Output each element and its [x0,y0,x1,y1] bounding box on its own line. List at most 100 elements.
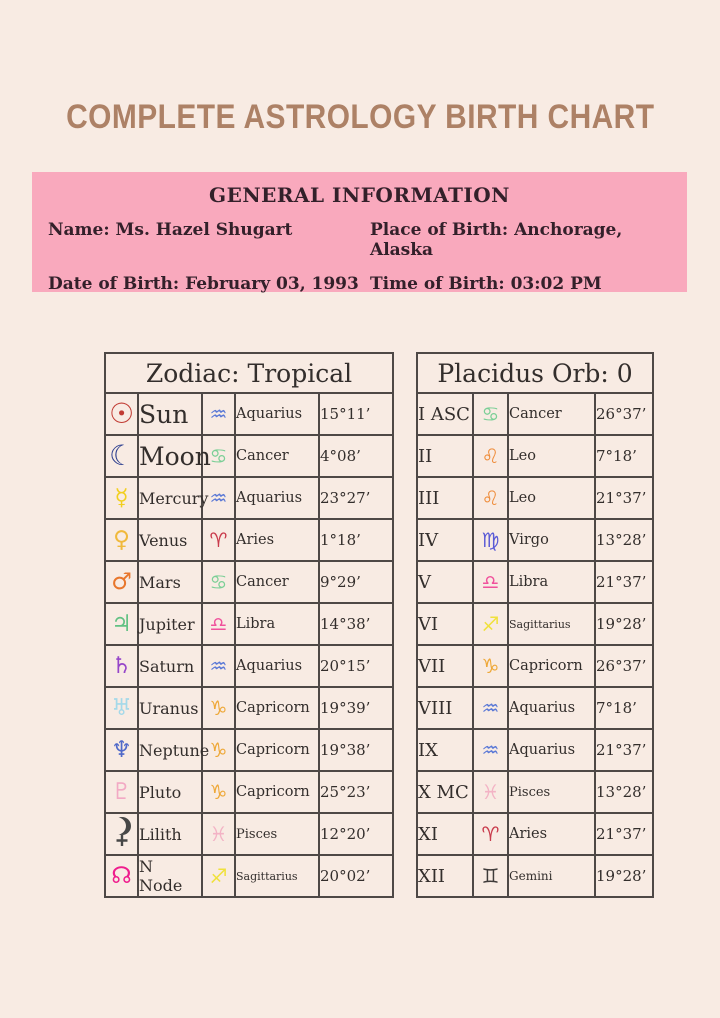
table-spacer [392,813,418,855]
saturn-cell: ♄ [104,644,139,688]
sun-icon: ☉ [108,397,135,430]
libra-icon: ♎ [481,569,500,594]
table-spacer [392,519,418,561]
pluto-cell: ♇ [104,770,139,814]
table-row: ☊ N Node ♐ Sagittarius 20°02’ XII ♊ Gemini 19°28… [104,854,655,898]
house-label: XII [416,854,474,898]
general-info-fields: Name: Ms. Hazel Shugart Place of Birth: … [32,207,687,294]
planet-name: Pluto [137,770,203,814]
house-label: IV [416,518,474,562]
house-degrees: 13°28’ [593,770,655,814]
aquarius-icon: ♒ [481,695,500,720]
table-row: ☿ Mercury ♒ Aquarius 23°27’ III ♌ Leo 21°37’ [104,476,655,520]
planet-degrees: 4°08’ [318,434,394,478]
page-title-text: COMPLETE ASTROLOGY BIRTH CHART [65,98,655,136]
place-of-birth-field: Place of Birth: Anchorage, Alaska [370,220,623,260]
table-row: ♂ Mars ♋ Cancer 9°29’ V ♎ Libra 21°37’ [104,560,655,604]
capricorn-icon: ♑ [209,779,228,804]
jupiter-cell: ♃ [104,602,139,646]
sagittarius-cell: ♐ [201,854,236,898]
venus-icon: ♀ [113,526,130,553]
table-row: Lilith ♓ Pisces 12°20’ XI ♈ Aries 21°37’ [104,812,655,856]
house-label: XI [416,812,474,856]
table-row: ♄ Saturn ♒ Aquarius 20°15’ VII ♑ Capricorn 26°37… [104,644,655,688]
cancer-icon: ♋ [481,401,500,426]
aquarius-cell: ♒ [472,686,509,730]
house-degrees: 7°18’ [593,686,655,730]
aries-icon: ♈ [209,527,228,552]
house-label: IX [416,728,474,772]
pluto-icon: ♇ [111,778,132,805]
virgo-cell: ♍ [472,518,509,562]
libra-cell: ♎ [201,602,236,646]
aquarius-cell: ♒ [201,392,236,436]
sign-name: Pisces [507,770,596,814]
table-spacer [392,435,418,477]
sign-name: Aquarius [234,644,320,688]
table-row: ♇ Pluto ♑ Capricorn 25°23’ X MC ♓ Pisces 13°28’ [104,770,655,814]
house-degrees: 19°28’ [593,854,655,898]
sign-name: Aries [507,812,596,856]
time-of-birth-field: Time of Birth: 03:02 PM [370,274,602,294]
sign-name: Aquarius [507,686,596,730]
aquarius-cell: ♒ [472,728,509,772]
table-row: ♅ Uranus ♑ Capricorn 19°39’ VIII ♒ Aquarius 7°18… [104,686,655,730]
planet-degrees: 1°18’ [318,518,394,562]
table-spacer [392,687,418,729]
house-degrees: 21°37’ [593,560,655,604]
sign-name: Aquarius [234,392,320,436]
planet-name: Sun [137,392,203,436]
house-label: X MC [416,770,474,814]
leo-cell: ♌ [472,476,509,520]
sagittarius-icon: ♐ [209,863,228,888]
lilith-icon [108,816,132,853]
general-info-panel: GENERAL INFORMATION Name: Ms. Hazel Shug… [32,172,687,294]
cancer-cell: ♋ [472,392,509,436]
table-spacer [392,393,418,435]
moon-icon: ☾ [108,439,135,472]
planet-degrees: 19°38’ [318,728,394,772]
table-spacer [392,561,418,603]
sign-name: Capricorn [234,770,320,814]
table-row: ♆ Neptune ♑ Capricorn 19°38’ IX ♒ Aquarius 21°37… [104,728,655,772]
house-degrees: 21°37’ [593,476,655,520]
house-degrees: 19°28’ [593,602,655,646]
saturn-icon: ♄ [111,652,132,679]
table-header-row: Zodiac: Tropical Placidus Orb: 0 [104,352,655,394]
capricorn-icon: ♑ [481,653,500,678]
sign-name: Sagittarius [507,602,596,646]
house-label: III [416,476,474,520]
house-label: I ASC [416,392,474,436]
table-spacer [392,855,418,897]
sign-name: Aquarius [507,728,596,772]
cancer-icon: ♋ [209,569,228,594]
aquarius-cell: ♒ [201,644,236,688]
name-field: Name: Ms. Hazel Shugart [48,220,293,240]
planet-name: Lilith [137,812,203,856]
mercury-cell: ☿ [104,476,139,520]
planet-name: Mercury [137,476,208,520]
planet-name: Neptune [137,728,209,772]
aquarius-icon: ♒ [481,737,500,762]
table-row: ☉ Sun ♒ Aquarius 15°11’ I ASC ♋ Cancer 26°37’ [104,392,655,436]
houses-table-title: Placidus Orb: 0 [415,352,655,394]
aquarius-icon: ♒ [209,401,228,426]
table-spacer [392,603,418,645]
leo-icon: ♌ [481,443,500,468]
cancer-cell: ♋ [201,560,236,604]
capricorn-icon: ♑ [209,695,228,720]
planet-name: Jupiter [137,602,203,646]
house-degrees: 21°37’ [593,812,655,856]
neptune-cell: ♆ [104,728,139,772]
cancer-icon: ♋ [209,443,228,468]
uranus-icon: ♅ [111,694,132,721]
mars-cell: ♂ [104,560,139,604]
planet-degrees: 14°38’ [318,602,394,646]
capricorn-icon: ♑ [209,737,228,762]
table-row: ☾ Moon ♋ Cancer 4°08’ II ♌ Leo 7°18’ [104,434,655,478]
house-degrees: 26°37’ [593,644,655,688]
lilith-cell [104,812,139,856]
date-of-birth-field: Date of Birth: February 03, 1993 [48,274,359,294]
sign-name: Cancer [234,434,320,478]
sign-name: Sagittarius [234,854,320,898]
